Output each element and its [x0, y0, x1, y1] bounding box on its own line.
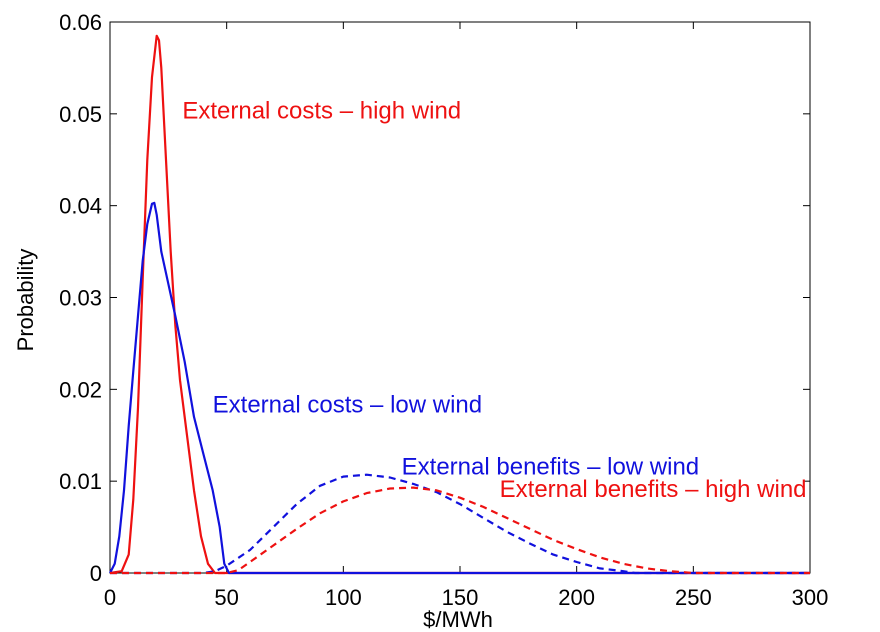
x-tick-label: 0: [104, 585, 116, 610]
series-line-4: [110, 486, 810, 575]
series-line-3: [110, 473, 810, 575]
y-tick-label: 0.04: [59, 194, 102, 219]
x-tick-label: 200: [558, 585, 595, 610]
x-tick-label: 250: [675, 585, 712, 610]
series-layer: [109, 34, 810, 575]
x-tick-label: 100: [325, 585, 362, 610]
y-tick-label: 0.01: [59, 469, 102, 494]
annotation-3: External benefits – low wind: [402, 454, 699, 481]
annotation-4: External benefits – high wind: [500, 476, 807, 503]
y-tick-label: 0.05: [59, 102, 102, 127]
x-tick-label: 150: [442, 585, 479, 610]
x-tick-label: 50: [214, 585, 238, 610]
annotation-layer: External costs – high wind External costs…: [182, 97, 806, 502]
y-tick-label: 0.06: [59, 10, 102, 35]
y-tick-label: 0: [90, 561, 102, 586]
y-tick-label: 0.03: [59, 286, 102, 311]
series-line-2: [109, 201, 810, 575]
series-line-1: [109, 34, 810, 575]
y-axis-label: Probability: [13, 249, 38, 352]
annotation-2: External costs – low wind: [213, 391, 482, 418]
axes: 0 50 100 150 200 250 300 0 0.01 0.02 0.03 0.04 0.05 0…: [59, 10, 828, 610]
y-tick-label: 0.02: [59, 377, 102, 402]
x-tick-label: 300: [792, 585, 829, 610]
x-axis-label: $/MWh: [423, 607, 493, 632]
annotation-1: External costs – high wind: [182, 97, 461, 124]
